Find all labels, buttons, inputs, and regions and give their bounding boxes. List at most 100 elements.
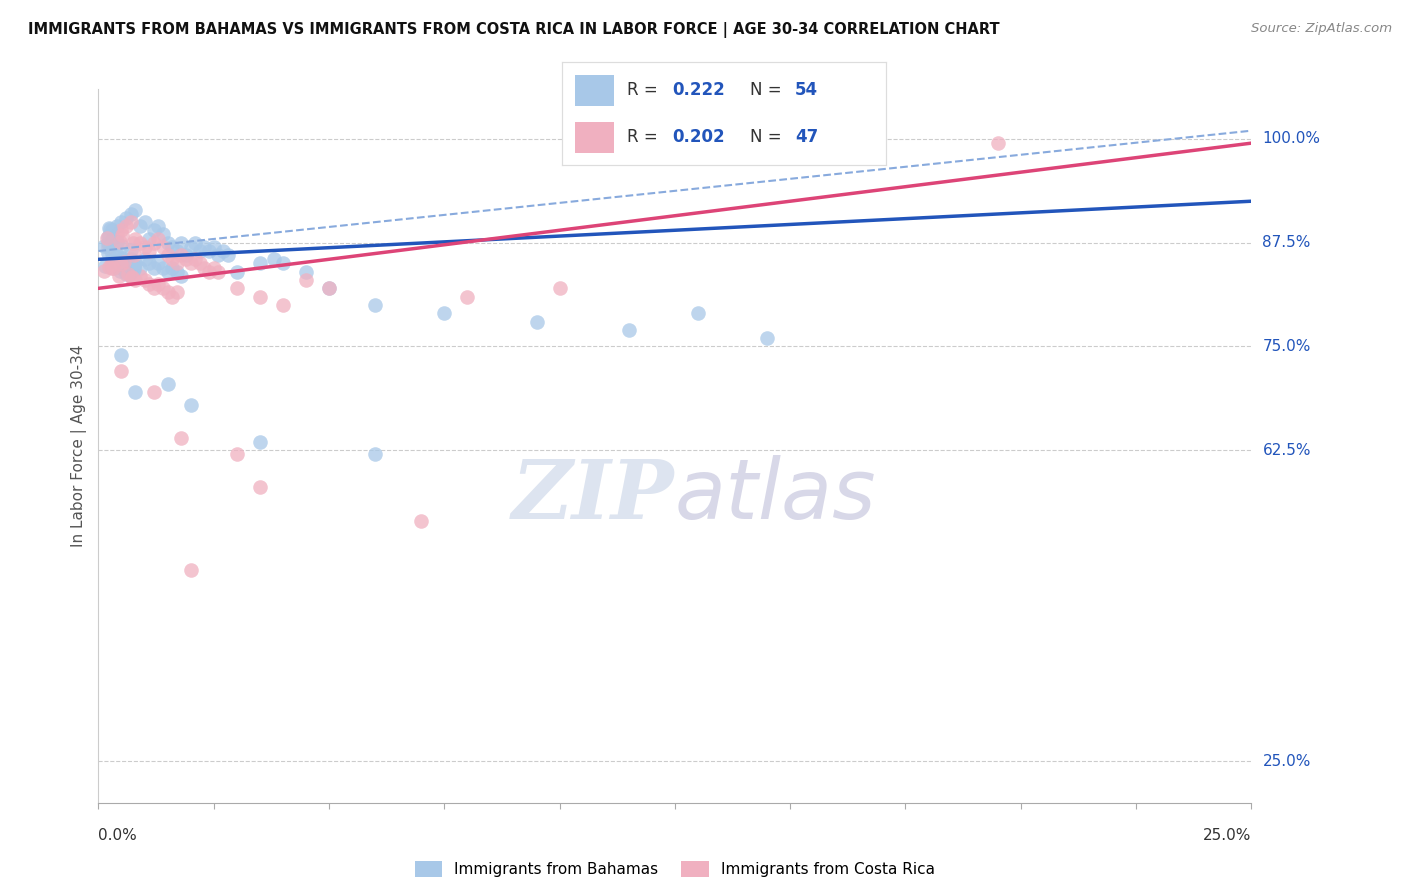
Point xyxy=(987,136,1010,150)
Point xyxy=(456,290,478,304)
Point xyxy=(142,260,165,275)
Point xyxy=(160,252,183,267)
Y-axis label: In Labor Force | Age 30-34: In Labor Force | Age 30-34 xyxy=(72,344,87,548)
Point xyxy=(120,244,142,258)
Point xyxy=(142,385,165,400)
Point xyxy=(115,254,138,268)
Point xyxy=(160,260,183,275)
Point xyxy=(156,265,179,279)
Point xyxy=(198,244,221,258)
Point xyxy=(129,260,152,275)
Point xyxy=(166,265,188,279)
Point xyxy=(225,265,247,279)
Point xyxy=(111,251,134,265)
Point xyxy=(271,298,294,312)
Point xyxy=(97,246,120,260)
Point xyxy=(108,268,131,283)
Point xyxy=(118,266,141,280)
Point xyxy=(180,564,202,578)
Point xyxy=(138,231,160,245)
Point xyxy=(97,240,120,254)
Point xyxy=(202,260,225,275)
Point xyxy=(193,260,215,275)
Point xyxy=(112,255,135,269)
Point xyxy=(249,434,271,449)
Point xyxy=(526,314,548,328)
Point xyxy=(124,273,146,287)
Point xyxy=(93,264,115,278)
Point xyxy=(263,252,285,267)
Point xyxy=(152,227,174,242)
Point xyxy=(156,235,179,250)
Point xyxy=(110,257,132,271)
Point xyxy=(115,211,138,225)
Point xyxy=(160,240,183,254)
Point xyxy=(142,281,165,295)
Point xyxy=(120,252,142,267)
Point xyxy=(170,248,193,262)
Point xyxy=(110,215,132,229)
Text: Source: ZipAtlas.com: Source: ZipAtlas.com xyxy=(1251,22,1392,36)
Point xyxy=(318,281,340,295)
Text: 87.5%: 87.5% xyxy=(1263,235,1310,251)
Point xyxy=(110,252,132,267)
Text: 25.0%: 25.0% xyxy=(1204,828,1251,843)
Point xyxy=(98,260,121,275)
Point xyxy=(166,285,188,300)
Point xyxy=(124,248,146,262)
Point xyxy=(105,235,128,249)
Point xyxy=(207,248,229,262)
Point xyxy=(166,244,188,258)
Point xyxy=(295,265,318,279)
Point xyxy=(148,219,170,233)
Point xyxy=(152,260,174,275)
Point xyxy=(180,256,202,270)
Point xyxy=(295,273,318,287)
Point xyxy=(193,240,215,254)
Point xyxy=(152,240,174,254)
Point xyxy=(105,256,128,270)
Point xyxy=(142,235,165,250)
Point xyxy=(212,244,235,258)
Point xyxy=(101,260,124,275)
Point xyxy=(105,227,128,242)
Point xyxy=(101,252,124,267)
Text: 54: 54 xyxy=(796,81,818,99)
Point xyxy=(129,219,152,233)
Point xyxy=(249,290,271,304)
Point xyxy=(101,253,124,268)
Point xyxy=(207,265,229,279)
Point xyxy=(364,447,387,461)
Legend: Immigrants from Bahamas, Immigrants from Costa Rica: Immigrants from Bahamas, Immigrants from… xyxy=(415,862,935,877)
Text: R =: R = xyxy=(627,128,664,146)
Point xyxy=(134,273,156,287)
Point xyxy=(548,281,571,295)
Point xyxy=(174,248,197,262)
Point xyxy=(115,219,138,233)
Point xyxy=(124,202,146,217)
Point xyxy=(115,267,138,281)
Point xyxy=(184,235,207,250)
Point xyxy=(124,256,146,270)
Point xyxy=(104,238,127,252)
Point xyxy=(433,306,456,320)
Point xyxy=(129,268,152,283)
Point xyxy=(166,256,188,270)
Point xyxy=(188,244,211,258)
Point xyxy=(756,331,779,345)
Point xyxy=(174,252,197,267)
Point xyxy=(180,397,202,411)
Text: 100.0%: 100.0% xyxy=(1263,131,1320,146)
Point xyxy=(122,262,145,277)
Point xyxy=(160,290,183,304)
Point xyxy=(94,259,117,273)
Text: R =: R = xyxy=(627,81,664,99)
Point xyxy=(111,239,134,253)
Point xyxy=(124,385,146,400)
Point xyxy=(138,277,160,292)
Point xyxy=(148,256,170,270)
Point xyxy=(115,256,138,270)
Point xyxy=(184,252,207,267)
Bar xyxy=(575,122,614,153)
Point xyxy=(170,431,193,445)
